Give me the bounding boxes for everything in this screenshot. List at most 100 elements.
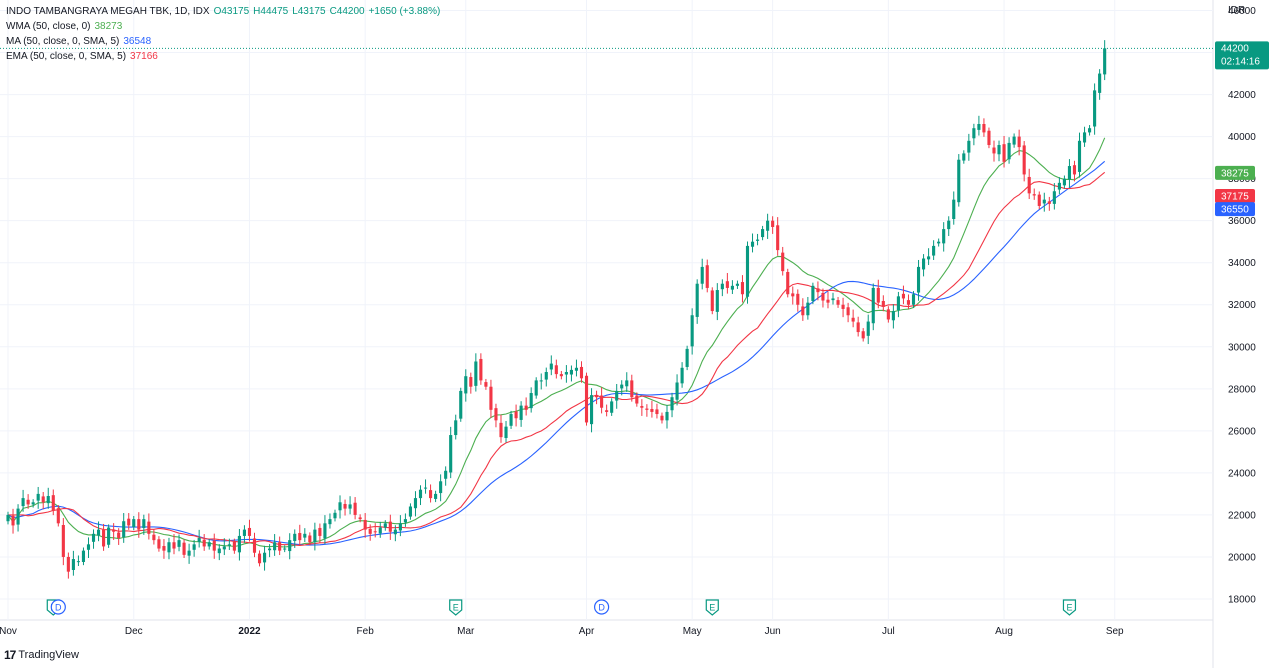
dividend-event-icon[interactable]: D xyxy=(50,599,66,615)
candle xyxy=(992,140,996,162)
candle-body xyxy=(554,365,558,375)
candlestick-series xyxy=(6,40,1107,579)
indicator-badge: 37175 xyxy=(1215,188,1255,203)
candle xyxy=(1067,159,1072,188)
candle-body xyxy=(786,271,790,295)
candle-body xyxy=(469,377,473,387)
candle xyxy=(81,547,86,566)
candle xyxy=(725,273,729,294)
y-tick-label: 46000 xyxy=(1228,6,1256,17)
last-price-badge: 44200 02:14:16 xyxy=(1215,41,1269,70)
candle xyxy=(589,388,594,433)
low-value: L43175 xyxy=(292,6,326,17)
candle-body xyxy=(112,530,116,532)
candle xyxy=(318,523,322,543)
candle xyxy=(343,499,347,516)
candle xyxy=(484,378,488,390)
earnings-event-icon[interactable]: E xyxy=(449,599,463,616)
candle-body xyxy=(41,496,45,503)
last-price-text: 44200 xyxy=(1221,43,1249,54)
candle-body xyxy=(1032,194,1036,196)
candle xyxy=(328,513,332,529)
candle xyxy=(278,536,282,556)
candle xyxy=(554,359,558,379)
candle-body xyxy=(735,283,739,286)
candle-body xyxy=(579,366,584,379)
candle xyxy=(273,534,277,556)
indicator-badge-bg xyxy=(1215,165,1255,180)
candle xyxy=(36,486,40,509)
candle-body xyxy=(187,550,191,556)
earnings-event-icon[interactable]: E xyxy=(1062,599,1077,616)
candle xyxy=(987,127,991,149)
candle xyxy=(796,289,800,312)
time-axis[interactable]: Nov Dec 2022 Feb Mar Apr May Jun Jul Aug Sep xyxy=(0,626,1124,637)
candle xyxy=(1093,83,1097,135)
candle xyxy=(257,550,262,567)
x-tick-label: Feb xyxy=(357,626,375,637)
candle-body xyxy=(323,523,327,539)
candle xyxy=(916,259,921,301)
y-tick-label: 20000 xyxy=(1228,552,1256,563)
candle xyxy=(600,387,604,414)
candle-body xyxy=(237,535,241,553)
candle-body xyxy=(836,300,840,305)
candle-body xyxy=(1022,145,1026,175)
candle xyxy=(881,295,885,312)
candle xyxy=(584,372,589,426)
candle-body xyxy=(982,124,986,133)
close-value: C44200 xyxy=(329,6,365,17)
indicator-row-ema[interactable]: EMA (50, close, 0, SMA, 5) 37166 xyxy=(6,49,440,64)
candle xyxy=(972,123,976,146)
candle xyxy=(408,503,413,520)
candle-body xyxy=(338,502,342,511)
candle-body xyxy=(454,420,458,436)
candle xyxy=(791,286,795,305)
earnings-event-icon[interactable]: E xyxy=(705,599,719,616)
candle-body xyxy=(776,225,780,251)
y-tick-label: 40000 xyxy=(1228,132,1256,143)
candle xyxy=(801,298,805,321)
candle xyxy=(212,533,216,559)
candle xyxy=(51,489,55,516)
candle-body xyxy=(791,293,795,297)
earnings-marker-shape xyxy=(705,599,719,616)
indicator-row-wma[interactable]: WMA (50, close, 0) 38273 xyxy=(6,19,440,34)
dividend-event-icon[interactable]: D xyxy=(594,599,610,615)
tradingview-footer[interactable]: 17 TradingView xyxy=(4,648,79,662)
candle xyxy=(262,545,267,571)
candle xyxy=(348,496,352,515)
y-tick-label: 22000 xyxy=(1228,510,1256,521)
candle-body xyxy=(740,282,745,295)
price-axis[interactable]: 18000 20000 22000 24000 26000 28000 30000 32000… xyxy=(1228,5,1256,605)
candle-body xyxy=(434,493,438,499)
candle xyxy=(605,404,609,417)
candle xyxy=(735,280,739,289)
candle-body xyxy=(222,546,226,550)
y-tick-label: 18000 xyxy=(1228,594,1256,605)
candle-body xyxy=(61,525,65,557)
candle-body xyxy=(398,523,402,531)
x-tick-label: Mar xyxy=(457,626,475,637)
indicator-badge-bg xyxy=(1215,202,1255,217)
candle xyxy=(1062,175,1066,189)
candle-body xyxy=(252,538,257,553)
candle-body xyxy=(1002,144,1006,162)
candle xyxy=(418,485,423,506)
x-tick-label: Jul xyxy=(882,626,895,637)
candle-body xyxy=(182,542,186,555)
symbol-row[interactable]: INDO TAMBANGRAYA MEGAH TBK, 1D, IDX O431… xyxy=(6,4,440,19)
event-markers[interactable]: EDEDEE xyxy=(46,599,1077,616)
candle-body xyxy=(137,519,141,530)
candle xyxy=(962,150,966,164)
candle-body xyxy=(922,258,926,270)
candle-body xyxy=(403,519,407,523)
indicator-row-ma[interactable]: MA (50, close, 0, SMA, 5) 36548 xyxy=(6,34,440,49)
candle-body xyxy=(132,519,136,528)
candle-body xyxy=(660,415,664,421)
candle-body xyxy=(896,296,900,311)
candle xyxy=(836,296,840,308)
candle-body xyxy=(906,300,911,305)
indicator-value: 37166 xyxy=(130,51,158,62)
